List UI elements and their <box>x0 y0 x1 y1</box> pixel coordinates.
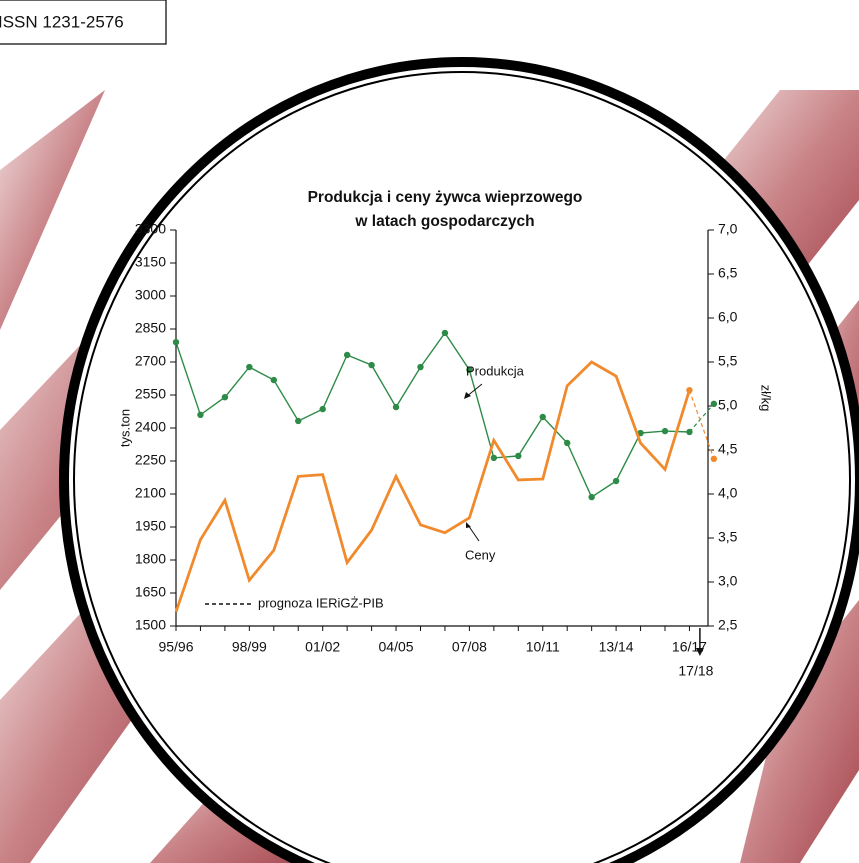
point <box>417 363 424 371</box>
point <box>172 339 180 346</box>
y2-tick-label: 3,5 <box>718 529 738 545</box>
y-tick-label: 2550 <box>135 386 166 402</box>
point <box>295 417 302 425</box>
series-line <box>174 360 691 613</box>
y2-tick-label: 6,5 <box>718 265 738 281</box>
point <box>539 413 546 421</box>
x-tick-label: 16/17 <box>672 639 707 655</box>
point <box>686 428 693 436</box>
y-tick-label: 1800 <box>135 551 166 567</box>
annotation-arrow-head <box>466 522 471 528</box>
y-axis-label: tys.ton <box>117 409 132 447</box>
forecast-line <box>688 389 715 460</box>
y-tick-label: 2250 <box>135 452 166 468</box>
point <box>392 403 400 411</box>
y2-tick-label: 5,0 <box>718 397 738 413</box>
circle-inner <box>73 71 851 863</box>
point <box>197 411 204 418</box>
y2-axis-label: zł/kg <box>759 385 774 412</box>
point <box>441 329 449 337</box>
y2-tick-label: 3,0 <box>718 573 738 589</box>
x-tick-label: 10/11 <box>526 639 560 655</box>
point <box>270 376 277 384</box>
point <box>564 439 571 447</box>
x-tick-label: 98/99 <box>232 639 267 655</box>
y2-tick-label: 4,5 <box>718 441 738 457</box>
point <box>612 477 620 485</box>
annotation-arrow-head <box>464 392 471 399</box>
y2-tick-label: 7,0 <box>718 221 738 237</box>
forecast-line <box>688 403 715 433</box>
x-tick-label: 17/18 <box>678 663 713 679</box>
y-tick-label: 3150 <box>135 254 166 270</box>
point <box>343 351 351 359</box>
y-tick-label: 1950 <box>135 518 166 534</box>
point <box>661 427 669 435</box>
issn-box <box>0 0 167 45</box>
y2-tick-label: 4,0 <box>718 485 738 501</box>
y-tick-label: 2100 <box>135 485 166 501</box>
point <box>515 452 522 460</box>
series-annotation: Ceny <box>465 547 496 562</box>
x-arrow-head <box>695 648 704 656</box>
annotation-arrow <box>467 524 480 542</box>
point <box>588 493 595 501</box>
y-tick-label: 1650 <box>135 584 166 600</box>
chart: Produkcja i ceny żywca wieprzowego w lata… <box>117 189 773 679</box>
series-annotation: Produkcja <box>466 363 525 378</box>
x-tick-label: 13/14 <box>599 639 634 655</box>
y2-tick-label: 2,5 <box>718 617 738 633</box>
point <box>637 429 644 437</box>
x-tick-label: 07/08 <box>452 639 487 655</box>
issn: ISSN 1231-2576 <box>0 12 124 31</box>
point <box>466 366 473 374</box>
chart-title: w latach gospodarczych <box>354 213 534 230</box>
y-tick-label: 3000 <box>135 287 166 303</box>
y-tick-label: 3300 <box>135 221 166 237</box>
y2-tick-label: 5,5 <box>718 353 738 369</box>
x-tick-label: 95/96 <box>158 639 193 655</box>
point <box>490 454 498 462</box>
point <box>319 405 326 413</box>
y-tick-label: 1500 <box>135 617 166 633</box>
legend-label: prognoza IERiGŻ-PIB <box>258 595 384 610</box>
y2-tick-label: 6,0 <box>718 309 738 325</box>
chart-title: Produkcja i ceny żywca wieprzowego <box>308 189 583 206</box>
point <box>710 455 718 462</box>
point <box>686 386 693 394</box>
series-line <box>175 331 690 499</box>
x-tick-label: 01/02 <box>305 639 340 655</box>
y-tick-label: 2700 <box>135 353 166 369</box>
point <box>368 361 375 369</box>
point <box>710 400 718 407</box>
y-tick-label: 2400 <box>135 419 166 435</box>
point <box>246 363 253 371</box>
x-tick-label: 04/05 <box>379 639 414 655</box>
circle-frame <box>59 57 859 863</box>
point <box>221 394 229 401</box>
y-tick-label: 2850 <box>135 320 166 336</box>
